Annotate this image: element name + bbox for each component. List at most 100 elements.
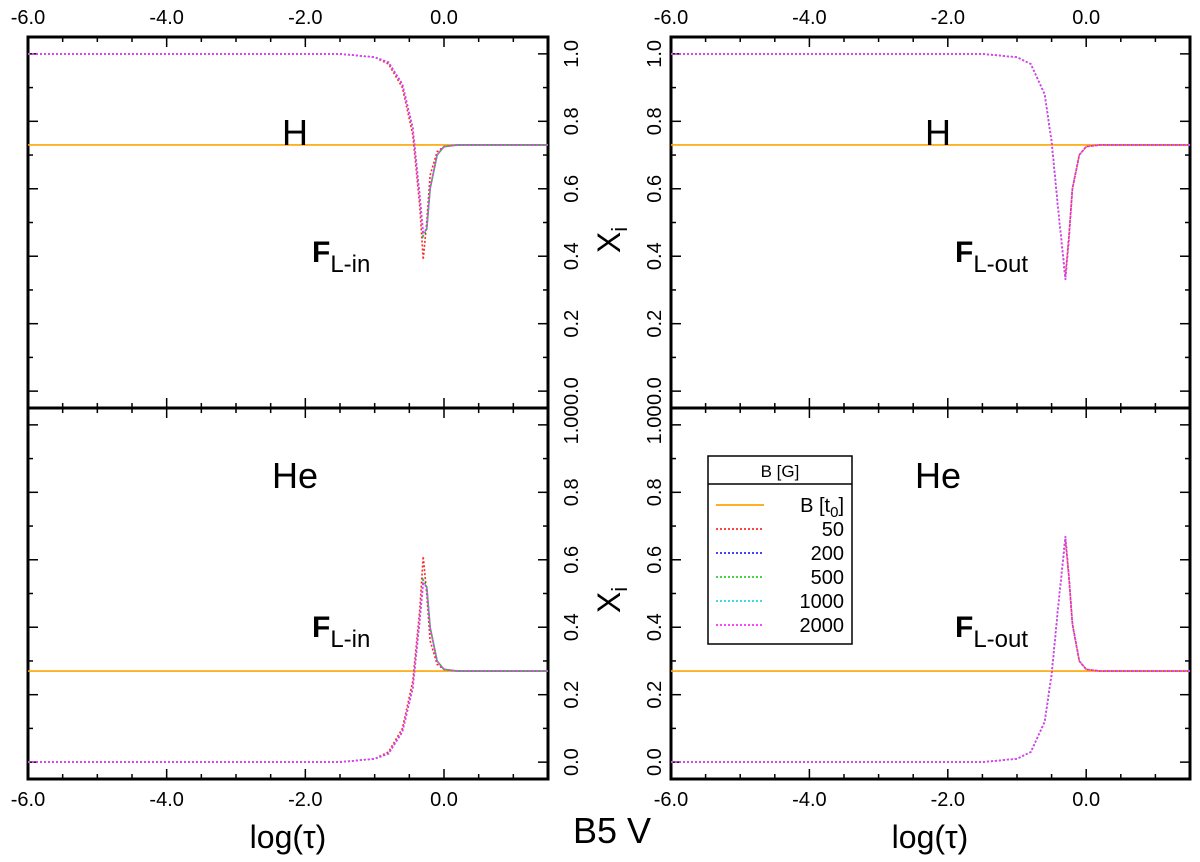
x-tick-label: 0.0: [430, 7, 458, 29]
flux-label-main: F: [955, 611, 973, 644]
x-tick-label: -4.0: [149, 7, 183, 29]
element-label: He: [915, 455, 961, 496]
legend-entry-main: 2000: [800, 615, 845, 637]
y-axis-label-bottom-main: X: [591, 592, 627, 613]
legend-entry-label: B [t0]: [800, 495, 844, 521]
y-tick-label: 0.4: [561, 242, 583, 270]
element-label: He: [272, 455, 318, 496]
y-tick-label: 0.8: [644, 478, 666, 506]
flux-label: FL-out: [955, 236, 1028, 278]
y-tick-label: 0.4: [644, 242, 666, 270]
top-x-tick-labels-right: -6.0 -4.0 -2.0 0.0: [654, 7, 1100, 29]
legend-entry-main: 200: [811, 543, 844, 565]
y-tick-label: 0.8: [644, 107, 666, 135]
x-axis-label-left: log(τ): [250, 819, 327, 855]
flux-label: FL-in: [312, 236, 370, 278]
panel-top-right: H FL-out: [669, 35, 1192, 410]
x-axis-label-right: log(τ): [892, 819, 969, 855]
y-tick-label: 0.6: [644, 546, 666, 574]
flux-label-sub: L-in: [330, 626, 370, 653]
y-tick-label: 1.0: [644, 40, 666, 68]
y-axis-label-bottom-sub: i: [607, 587, 632, 592]
plot-area: [671, 53, 1190, 280]
x-tick-label: -6.0: [654, 7, 688, 29]
y-axis-label-bottom: Xi: [591, 587, 632, 613]
x-tick-label: -4.0: [792, 789, 826, 811]
legend-entry-main: 50: [822, 519, 844, 541]
plot-area: [671, 536, 1190, 763]
flux-label-main: F: [955, 236, 973, 269]
flux-label-sub: L-out: [973, 251, 1028, 278]
flux-label: FL-out: [955, 611, 1028, 653]
legend-entry-main: B [t: [800, 495, 830, 517]
legend-title: B [G]: [761, 462, 800, 481]
x-tick-label: -2.0: [288, 7, 322, 29]
flux-label-main: F: [312, 611, 330, 644]
plot-area: [28, 53, 548, 260]
y-tick-label: 0.8: [561, 478, 583, 506]
series-line-2000: [671, 536, 1190, 763]
x-tick-label: 0.0: [430, 789, 458, 811]
x-tick-label: -6.0: [11, 7, 45, 29]
y-tick-label: 0.2: [561, 681, 583, 709]
element-label: H: [925, 112, 951, 153]
y-tick-label: 0.8: [561, 107, 583, 135]
y-tick-label: 0.0: [561, 748, 583, 776]
legend-entry-label: 2000: [800, 615, 845, 637]
y-axis-label-top-main: X: [591, 232, 627, 253]
y-tick-label: 0.6: [561, 175, 583, 203]
y-tick-label: 1.00: [561, 405, 583, 444]
legend-entry-main: 1000: [800, 591, 845, 613]
x-tick-label: -4.0: [792, 7, 826, 29]
flux-label-sub: L-in: [330, 251, 370, 278]
y-tick-label: 0.2: [561, 310, 583, 338]
element-label: H: [282, 112, 308, 153]
x-tick-label: 0.0: [1072, 7, 1100, 29]
figure-title: B5 V: [573, 810, 651, 851]
y-axis-label-top: Xi: [591, 227, 632, 253]
y-tick-label: 0.6: [644, 175, 666, 203]
y-tick-label: 0.6: [561, 546, 583, 574]
series-line-2000: [671, 53, 1190, 280]
legend-box: [707, 455, 853, 645]
x-tick-label: -2.0: [288, 789, 322, 811]
y-tick-label: 0.0: [561, 377, 583, 405]
y-axis-label-top-sub: i: [607, 227, 632, 232]
flux-label-sub: L-out: [973, 626, 1028, 653]
series-line-2000: [28, 53, 548, 235]
flux-label: FL-in: [312, 611, 370, 653]
legend-entry-main: 500: [811, 567, 844, 589]
x-tick-label: -4.0: [149, 789, 183, 811]
x-tick-label: -2.0: [931, 789, 965, 811]
x-tick-label: -6.0: [11, 789, 45, 811]
flux-label-main: F: [312, 236, 330, 269]
legend-entry-label: 50: [822, 519, 844, 541]
y-tick-labels-left-column: 0.0 0.2 0.4 0.6 0.8 1.0 0.0 0.2 0.4 0.6 0.8 1.00: [561, 40, 583, 776]
y-tick-label: 0.4: [561, 613, 583, 641]
y-tick-label: 0.2: [644, 310, 666, 338]
y-tick-label: 0.4: [644, 613, 666, 641]
y-tick-label: 0.0: [644, 377, 666, 405]
y-tick-label: 0.2: [644, 681, 666, 709]
y-tick-label: 1.00: [644, 405, 666, 444]
panel-bottom-left: He FL-in: [26, 406, 550, 781]
legend-entry-close: ]: [838, 495, 844, 517]
legend-entry-sub: 0: [830, 504, 838, 521]
y-tick-labels-right-column: 0.0 0.2 0.4 0.6 0.8 1.0 0.0 0.2 0.4 0.6 0.8 1.00: [644, 40, 666, 776]
bottom-x-tick-labels-left: -6.0 -4.0 -2.0 0.0: [11, 789, 458, 811]
panel-bottom-right: He FL-out: [669, 406, 1192, 781]
x-tick-label: -6.0: [654, 789, 688, 811]
y-tick-label: 0.0: [644, 748, 666, 776]
x-tick-label: 0.0: [1072, 789, 1100, 811]
series-line-2000: [28, 581, 548, 763]
plot-area: [28, 556, 548, 763]
top-x-tick-labels-left: -6.0 -4.0 -2.0 0.0: [11, 7, 458, 29]
svg-text:Xi: Xi: [591, 587, 632, 613]
legend-entry-label: 1000: [800, 591, 845, 613]
svg-text:Xi: Xi: [591, 227, 632, 253]
y-tick-label: 1.0: [561, 40, 583, 68]
x-tick-label: -2.0: [931, 7, 965, 29]
